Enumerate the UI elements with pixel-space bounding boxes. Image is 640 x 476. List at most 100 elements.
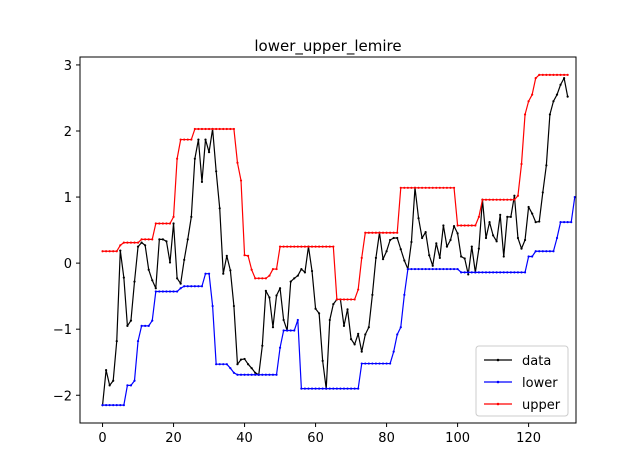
data-point-upper <box>378 231 381 234</box>
data-point-upper <box>360 256 363 259</box>
data-point-lower <box>158 290 161 293</box>
data-point-data <box>424 230 427 234</box>
x-tick-label: 20 <box>165 431 182 446</box>
data-point-data <box>460 255 463 258</box>
data-point-data <box>552 100 555 103</box>
data-point-lower <box>392 350 395 353</box>
data-point-lower <box>360 362 363 365</box>
data-point-data <box>371 293 374 296</box>
data-point-data <box>183 258 186 261</box>
data-point-upper <box>442 186 445 189</box>
data-point-data <box>147 268 150 271</box>
data-point-upper <box>190 138 193 141</box>
data-point-lower <box>261 373 264 376</box>
data-point-lower <box>222 363 225 366</box>
data-point-upper <box>303 245 307 248</box>
data-point-lower <box>310 387 314 390</box>
data-point-lower <box>339 387 342 390</box>
data-point-data <box>151 279 154 282</box>
data-point-upper <box>516 194 520 197</box>
data-point-data <box>300 267 303 271</box>
data-point-data <box>509 215 512 218</box>
data-point-lower <box>101 404 104 407</box>
data-point-upper <box>126 241 129 244</box>
data-point-upper <box>147 238 150 241</box>
data-point-data <box>158 238 161 241</box>
data-point-lower <box>328 387 331 390</box>
data-point-upper <box>349 298 353 301</box>
data-point-lower <box>332 387 335 390</box>
data-point-lower <box>186 285 189 288</box>
data-point-data <box>438 256 441 259</box>
data-point-lower <box>428 267 431 271</box>
data-point-lower <box>151 319 154 322</box>
data-point-data <box>179 282 182 285</box>
data-point-lower <box>342 387 346 390</box>
data-point-data <box>467 273 470 276</box>
data-point-lower <box>452 267 456 271</box>
data-point-upper <box>452 186 456 189</box>
data-point-lower <box>509 271 512 274</box>
data-point-lower <box>211 304 214 308</box>
data-point-upper <box>463 224 466 227</box>
data-point-lower <box>399 326 402 329</box>
data-point-data <box>516 236 520 240</box>
data-point-lower <box>346 387 349 390</box>
data-point-lower <box>566 221 569 224</box>
data-point-lower <box>236 373 239 376</box>
legend-marker-lower <box>496 380 500 384</box>
data-point-upper <box>332 245 335 248</box>
data-point-upper <box>310 245 314 248</box>
data-point-data <box>232 304 236 308</box>
data-point-data <box>129 319 133 322</box>
data-point-upper <box>417 186 420 189</box>
data-point-data <box>296 274 299 277</box>
x-tick-label: 120 <box>516 431 541 446</box>
data-point-upper <box>502 198 505 201</box>
data-point-upper <box>314 245 317 248</box>
data-point-upper <box>168 222 172 225</box>
data-point-upper <box>140 238 143 241</box>
data-point-lower <box>314 387 317 390</box>
data-point-data <box>442 224 445 227</box>
data-point-lower <box>207 272 211 275</box>
data-point-data <box>563 77 566 80</box>
data-point-data <box>381 258 385 261</box>
data-point-upper <box>296 245 299 248</box>
series-upper <box>101 73 569 301</box>
data-point-data <box>115 339 118 343</box>
data-point-data <box>417 217 420 220</box>
data-point-upper <box>371 231 374 234</box>
data-point-lower <box>264 373 267 376</box>
data-point-lower <box>548 250 552 253</box>
data-point-data <box>168 261 172 264</box>
data-point-lower <box>271 373 275 376</box>
data-point-lower <box>300 387 303 390</box>
data-point-upper <box>243 254 246 257</box>
plot-frame <box>79 56 577 424</box>
data-point-data <box>275 294 278 297</box>
legend-marker-data <box>496 358 500 362</box>
data-point-data <box>314 307 317 310</box>
data-point-lower <box>477 271 480 274</box>
data-point-upper <box>477 215 480 218</box>
data-point-lower <box>495 271 498 274</box>
data-point-lower <box>122 404 125 407</box>
data-point-data <box>140 241 143 244</box>
data-point-lower <box>406 267 409 271</box>
data-point-data <box>495 240 498 243</box>
data-point-data <box>250 367 253 370</box>
data-point-upper <box>470 224 473 227</box>
data-point-data <box>108 384 111 387</box>
data-point-data <box>420 236 424 240</box>
data-point-lower <box>229 367 232 370</box>
data-point-upper <box>456 224 459 227</box>
data-point-data <box>254 371 257 374</box>
data-point-upper <box>438 186 441 189</box>
data-point-upper <box>172 215 175 218</box>
data-point-upper <box>218 127 221 131</box>
data-point-lower <box>445 267 449 271</box>
data-point-lower <box>176 290 179 293</box>
data-point-upper <box>318 245 321 248</box>
